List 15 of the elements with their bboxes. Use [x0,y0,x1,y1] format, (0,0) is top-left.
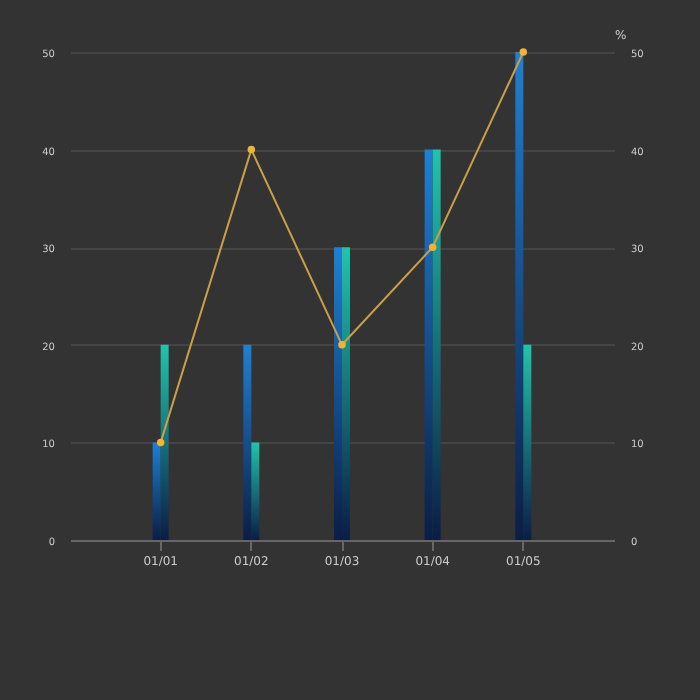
bar [523,344,532,540]
bar [243,344,252,540]
point [338,341,346,349]
bar [432,149,441,540]
point [519,48,528,56]
bar [251,442,260,540]
bar [160,344,169,540]
bar [515,52,524,540]
bar [152,442,161,540]
point [428,243,437,251]
point [247,145,256,154]
bar [334,247,342,540]
bar [424,149,433,540]
bar [342,247,350,540]
point [156,438,165,447]
